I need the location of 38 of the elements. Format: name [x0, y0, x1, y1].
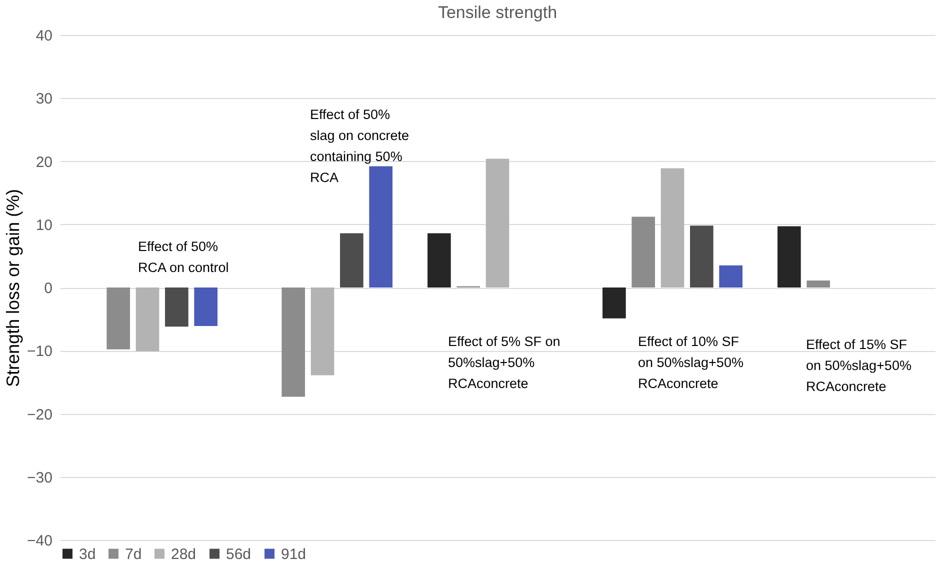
legend-label: 3d — [79, 546, 96, 563]
y-tick-label: −10 — [27, 343, 52, 360]
annotation: Effect of 15% SF on 50%slag+50% RCAconcrete — [806, 337, 912, 394]
bar — [340, 233, 364, 288]
bar — [310, 288, 334, 376]
bar — [282, 288, 305, 397]
y-tick-label: 10 — [36, 216, 52, 234]
bar — [106, 288, 130, 350]
bar — [136, 288, 160, 352]
bar — [778, 226, 801, 288]
chart-title: Tensile strength — [438, 3, 558, 22]
bar — [369, 166, 392, 288]
bar — [806, 280, 830, 288]
bar — [486, 158, 510, 288]
y-tick-label: −30 — [27, 469, 52, 486]
bar — [165, 288, 188, 327]
annotation: Effect of 50% RCA on control — [138, 239, 229, 275]
y-tick-label: 40 — [36, 28, 52, 44]
bar — [690, 226, 714, 288]
annotation: Effect of 5% SF on 50%slag+50% RCAconcrete — [448, 334, 560, 391]
annotation: Effect of 10% SF on 50%slag+50% RCAconcrete — [638, 334, 744, 391]
bar — [719, 265, 742, 288]
bar — [632, 216, 655, 288]
annotation: Effect of 50% slag on concrete containing 50% RCA — [310, 107, 410, 185]
bar — [602, 288, 626, 318]
legend-label: 7d — [125, 546, 142, 563]
y-tick-label: 30 — [36, 90, 52, 108]
y-tick-label: 20 — [36, 154, 52, 171]
bar — [660, 168, 684, 288]
y-tick-label: 0 — [44, 280, 52, 297]
legend-label: 56d — [226, 546, 252, 563]
legend-label: 28d — [171, 546, 196, 563]
legend-label: 91d — [281, 546, 306, 563]
y-axis-title: Strength loss or gain (%) — [3, 188, 24, 388]
y-tick-label: −20 — [27, 406, 52, 424]
bar — [428, 233, 451, 288]
y-tick-label: −40 — [27, 532, 52, 550]
bar — [194, 288, 218, 326]
